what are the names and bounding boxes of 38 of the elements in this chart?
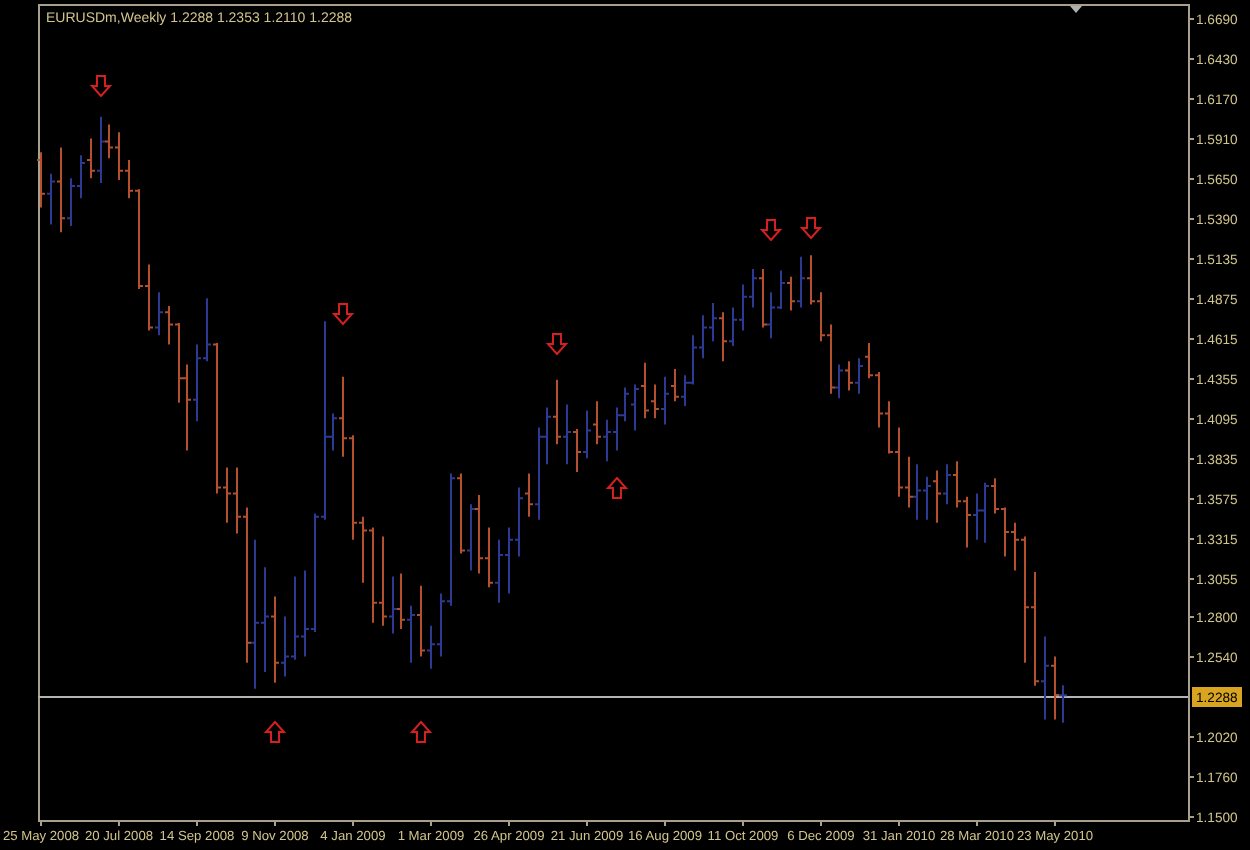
- candlestick: [630, 383, 640, 432]
- candlestick: [406, 604, 416, 664]
- candlestick: [854, 357, 864, 395]
- candlestick: [844, 360, 854, 392]
- candlestick: [416, 584, 426, 658]
- candlestick: [552, 378, 562, 446]
- candlestick: [36, 151, 46, 209]
- candlestick: [932, 469, 942, 524]
- candlestick: [786, 275, 796, 312]
- candlestick: [56, 146, 66, 234]
- candlestick: [270, 595, 280, 684]
- candlestick: [46, 172, 56, 226]
- candlestick: [524, 472, 534, 518]
- candlestick: [834, 363, 844, 400]
- candlestick: [1058, 684, 1068, 724]
- candlestick: [942, 463, 952, 506]
- candlestick: [670, 368, 680, 403]
- candlestick: [796, 255, 806, 309]
- candlestick: [466, 503, 476, 572]
- candlestick: [562, 403, 572, 466]
- candlestick: [96, 115, 106, 184]
- candlestick: [1040, 635, 1050, 721]
- candlestick: [456, 472, 466, 555]
- candlestick: [980, 481, 990, 544]
- candlestick: [972, 492, 982, 541]
- candlestick: [582, 409, 592, 460]
- candlestick: [154, 291, 164, 337]
- candlestick: [660, 375, 670, 426]
- candlestick: [1050, 655, 1060, 721]
- candlestick: [388, 575, 398, 635]
- candlestick: [640, 361, 650, 420]
- candlestick: [86, 137, 96, 180]
- candlestick: [650, 383, 660, 420]
- candlestick: [592, 400, 602, 446]
- candlestick: [572, 427, 582, 474]
- candlestick: [718, 311, 728, 363]
- candlestick: [396, 572, 406, 630]
- candlestick: [758, 268, 768, 329]
